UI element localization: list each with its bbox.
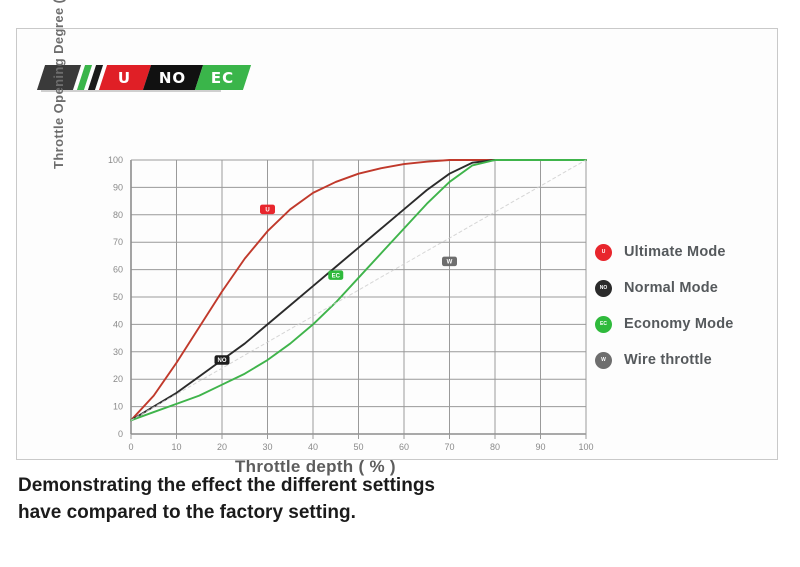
logo-segment-economy: EC [194,65,252,90]
y-tick-label: 40 [113,319,123,329]
curve-badge-no: NO [214,355,230,365]
legend-marker-icon: U [595,243,612,261]
x-tick-label: 90 [535,442,545,452]
x-tick-label: 100 [578,442,593,452]
legend-item-label: Normal Mode [624,280,719,296]
x-tick-label: 10 [171,442,181,452]
y-tick-label: 80 [113,210,123,220]
curve-badge-label: NO [218,358,227,364]
curve-badge-u: U [260,204,275,215]
caption-line-2: have compared to the factory setting. [18,502,356,523]
curve-badge-w: W [442,256,457,267]
chart-legend: U Ultimate Mode NO Normal Mode EC Economy Mod… [595,234,785,378]
x-axis-title: Throttle depth ( % ) [235,457,396,476]
brand-logo: U NO EC [36,65,252,90]
x-tick-label: 30 [262,442,272,452]
curve-badge-box [214,355,230,365]
y-tick-label: 0 [118,429,123,439]
x-tick-label: 20 [217,442,227,452]
legend-item-label: Wire throttle [624,352,712,368]
y-tick-label: 60 [113,265,123,275]
legend-item-label: Economy Mode [624,316,734,332]
legend-item-normal-mode: NO Normal Mode [595,270,785,306]
logo-text-no: NO [159,68,187,87]
y-tick-label: 20 [113,374,123,384]
curve-badge-ec: EC [328,270,344,280]
chart-card: U NO EC Throttle Opening Degree ( % ) Th… [16,0,778,476]
caption-line-1: Demonstrating the effect the different s… [18,475,435,496]
x-tick-label: 40 [308,442,318,452]
legend-item-label: Ultimate Mode [624,244,726,260]
y-tick-label: 70 [113,237,123,247]
y-tick-label: 100 [108,155,123,165]
figure-caption: Demonstrating the effect the different s… [18,472,718,526]
y-tick-label: 30 [113,347,123,357]
legend-item-economy-mode: EC Economy Mode [595,306,785,342]
curve-badge-box [328,270,344,280]
legend-marker-icon: EC [595,315,612,333]
curve-badge-box [442,256,457,267]
line-chart: 0 10 20 30 40 50 60 70 80 90 100 0 10 20 30 40 50 60 70 80 9… [108,155,594,452]
legend-marker-icon: W [595,351,612,369]
logo-segment-normal: NO [142,65,204,90]
x-tick-label: 60 [399,442,409,452]
logo-text-ec: EC [211,68,235,87]
logo-underline [41,90,221,92]
legend-item-ultimate-mode: U Ultimate Mode [595,234,785,270]
legend-item-wire-throttle: W Wire throttle [595,342,785,378]
x-tick-label: 70 [444,442,454,452]
series-line-wire-throttle [130,159,587,421]
logo-text-u: U [118,68,132,87]
series-line-economy-mode [130,159,587,422]
legend-marker-icon: NO [595,279,612,297]
y-tick-label: 10 [113,402,123,412]
y-tick-label: 90 [113,182,123,192]
x-tick-label: 80 [490,442,500,452]
chart-plot-area: 0 10 20 30 40 50 60 70 80 90 100 0 10 20 30 40 50 60 70 80 9… [41,107,601,457]
y-tick-label: 50 [113,292,123,302]
x-tick-label: 50 [353,442,363,452]
curve-badge-box [260,204,275,215]
x-tick-label: 0 [128,442,133,452]
curve-badge-label: EC [332,273,341,279]
curve-badge-label: U [265,208,269,214]
curve-badge-label: W [447,260,453,266]
